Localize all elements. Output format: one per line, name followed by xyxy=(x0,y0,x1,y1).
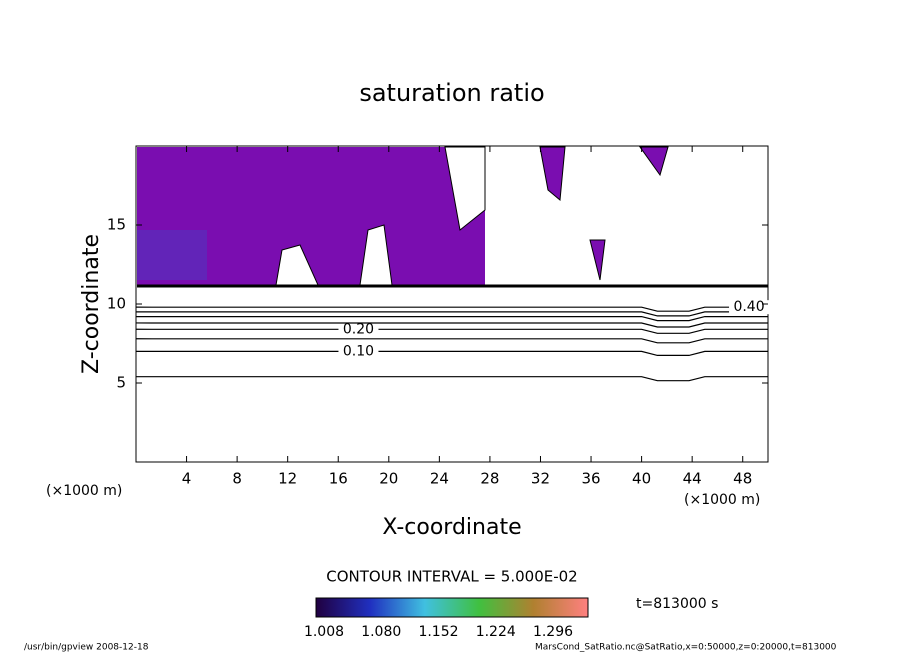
x-tick-label: 48 xyxy=(733,470,752,488)
x-tick-label: 40 xyxy=(632,470,651,488)
colorbar-label: 1.296 xyxy=(533,624,573,640)
supersaturated-region xyxy=(137,147,485,285)
x-tick-label: 12 xyxy=(278,470,297,488)
plot-area xyxy=(137,146,768,288)
y-axis-label: Z-coordinate xyxy=(79,234,104,374)
colorbar-label: 1.080 xyxy=(361,624,401,640)
x-tick-label: 8 xyxy=(232,470,242,488)
x-tick-label: 36 xyxy=(581,470,600,488)
x-unit: (×1000 m) xyxy=(684,492,760,508)
x-tick-label: 16 xyxy=(329,470,348,488)
contour-label-bg xyxy=(729,300,770,315)
chart-title: saturation ratio xyxy=(359,79,544,107)
contour-line xyxy=(135,328,768,334)
x-axis-label: X-coordinate xyxy=(382,515,521,540)
contour-line xyxy=(135,316,768,322)
contour-label-bg xyxy=(338,322,379,337)
x-tick-label: 28 xyxy=(480,470,499,488)
contour-line xyxy=(135,376,768,382)
contour-line xyxy=(136,350,768,356)
footer-left: /usr/bin/gpview 2008-12-18 xyxy=(24,643,149,653)
contour-label: 0.40 xyxy=(733,299,764,315)
colorbar xyxy=(315,597,589,618)
contour-interval: CONTOUR INTERVAL = 5.000E-02 xyxy=(326,568,577,586)
time-label: t=813000 s xyxy=(636,596,718,612)
contour-label-bg xyxy=(338,344,379,359)
footer-right: MarsCond_SatRatio.nc@SatRatio,x=0:50000,… xyxy=(535,643,837,653)
x-tick-label: 32 xyxy=(531,470,550,488)
x-tick-label: 24 xyxy=(430,470,449,488)
contour-line xyxy=(135,306,768,312)
y-tick-label: 15 xyxy=(107,216,126,234)
x-tick-label: 44 xyxy=(683,470,702,488)
contour-line xyxy=(135,338,768,344)
x-unit: (×1000 m) xyxy=(46,483,122,499)
colorbar-label: 1.008 xyxy=(304,624,344,640)
supersaturated-patch xyxy=(539,146,669,281)
high-ratio-region xyxy=(137,230,207,280)
colorbar-label: 1.152 xyxy=(418,624,458,640)
colorbar-label: 1.224 xyxy=(476,624,516,640)
y-tick-label: 10 xyxy=(107,295,126,313)
contour-label: 0.10 xyxy=(343,343,374,359)
x-tick-label: 20 xyxy=(379,470,398,488)
y-tick-label: 5 xyxy=(116,374,126,392)
contour-line xyxy=(136,311,768,317)
x-tick-label: 4 xyxy=(182,470,192,488)
contour-label: 0.20 xyxy=(343,321,374,337)
contour-line xyxy=(135,322,768,328)
